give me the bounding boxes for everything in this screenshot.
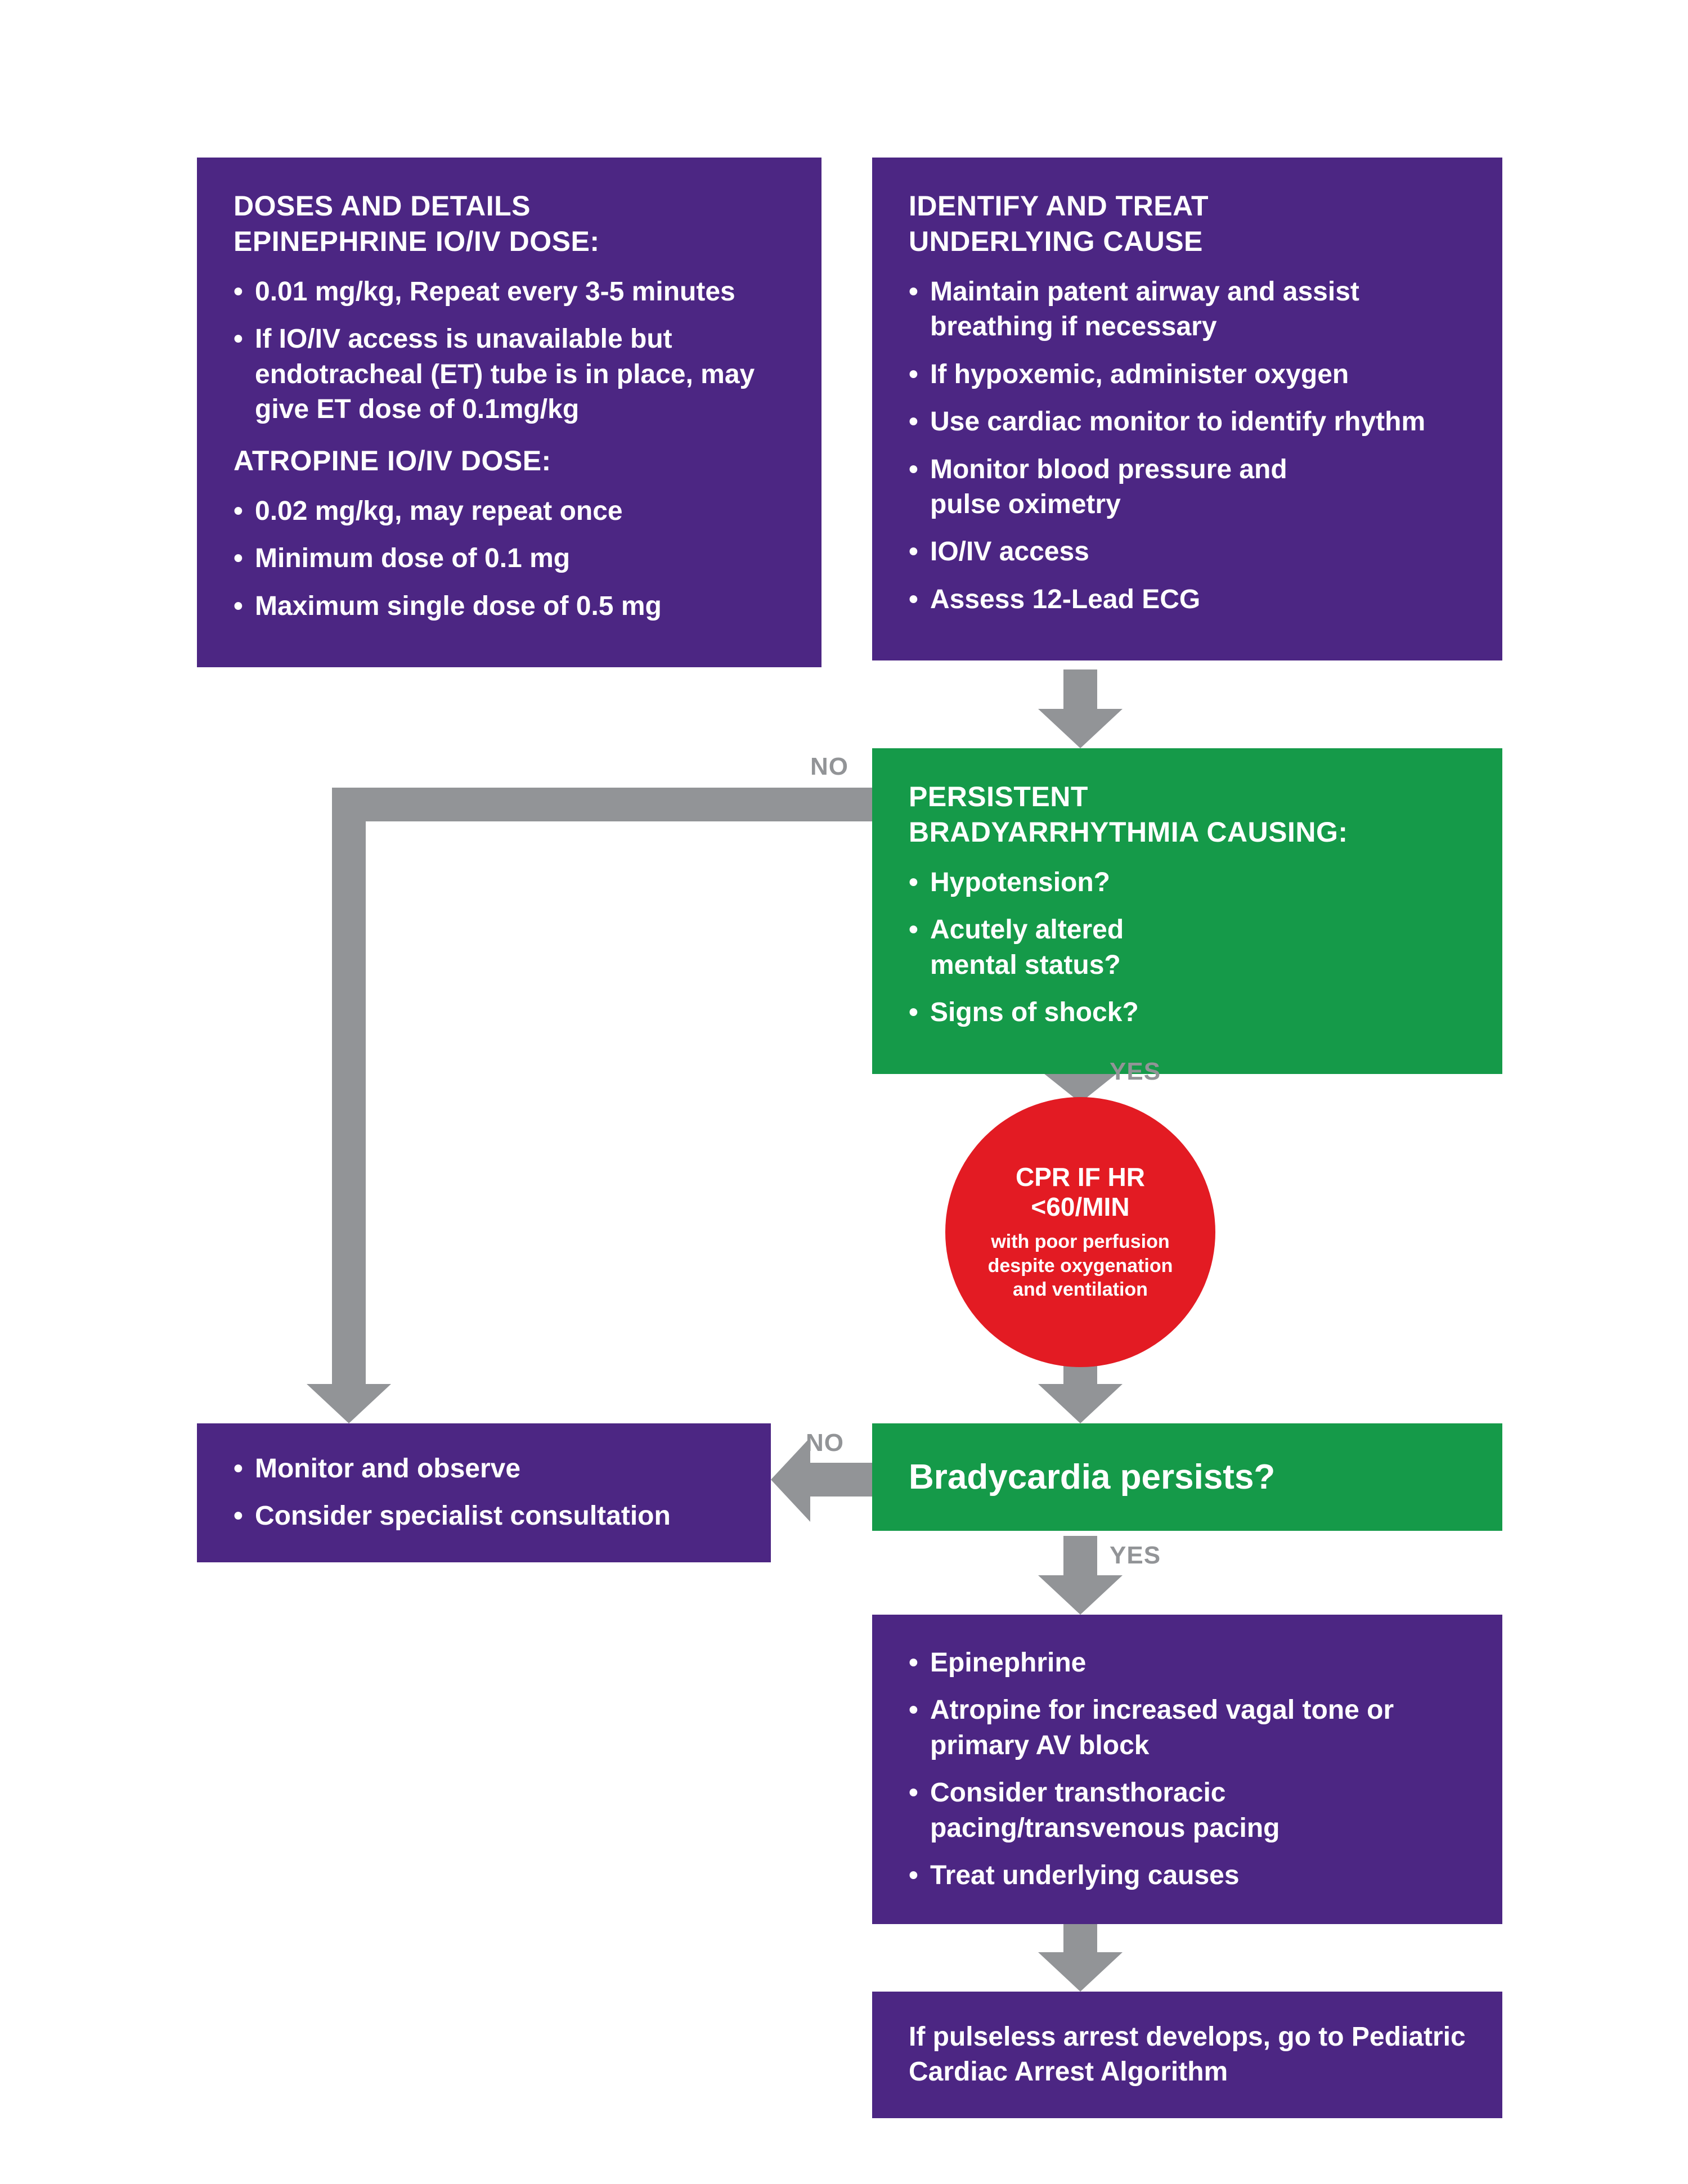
identify-item-0: Maintain patent airway and assist breath… [909, 275, 1466, 345]
monitor-observe-box: Monitor and observe Consider specialist … [197, 1423, 771, 1562]
arrow-circle-to-persists [1038, 1361, 1123, 1423]
label-no-2: NO [806, 1429, 844, 1457]
atropine-item-0: 0.02 mg/kg, may repeat once [234, 494, 785, 529]
cpr-title-line1: CPR IF HR [1016, 1162, 1145, 1192]
identify-item-5: Assess 12-Lead ECG [909, 582, 1466, 617]
identify-item-3: Monitor blood pressure and pulse oximetr… [909, 452, 1336, 523]
bradycardia-persists-box: Bradycardia persists? [872, 1423, 1502, 1531]
persistent-header-line2: BRADYARRHYTHMIA CAUSING: [909, 816, 1348, 848]
epi-item-1: If IO/IV access is unavailable but endot… [234, 322, 785, 427]
treatment-item-3: Treat underlying causes [909, 1858, 1466, 1893]
treatment-item-0: Epinephrine [909, 1646, 1466, 1680]
label-yes-1: YES [1110, 1058, 1161, 1086]
persistent-box: PERSISTENT BRADYARRHYTHMIA CAUSING: Hypo… [872, 748, 1502, 1074]
treatment-box: Epinephrine Atropine for increased vagal… [872, 1615, 1502, 1924]
cpr-subtitle: with poor perfusion despite oxygenation … [973, 1230, 1187, 1302]
atropine-item-2: Maximum single dose of 0.5 mg [234, 589, 785, 624]
final-box: If pulseless arrest develops, go to Pedi… [872, 1992, 1502, 2118]
cpr-title-line2: <60/MIN [1031, 1192, 1129, 1221]
persistent-header: PERSISTENT BRADYARRHYTHMIA CAUSING: [909, 779, 1466, 850]
label-no-top: NO [810, 753, 849, 781]
doses-header-line1: DOSES AND DETAILS [234, 190, 531, 222]
treatment-item-2: Consider transthoracic pacing/transvenou… [909, 1776, 1370, 1846]
final-text: If pulseless arrest develops, go to Pedi… [909, 2020, 1466, 2090]
doses-header: DOSES AND DETAILS EPINEPHRINE IO/IV DOSE… [234, 188, 785, 259]
epi-item-0: 0.01 mg/kg, Repeat every 3-5 minutes [234, 275, 785, 309]
identify-item-4: IO/IV access [909, 534, 1466, 569]
identify-item-1: If hypoxemic, administer oxygen [909, 357, 1466, 392]
treatment-item-1: Atropine for increased vagal tone or pri… [909, 1693, 1466, 1763]
flowchart-canvas: DOSES AND DETAILS EPINEPHRINE IO/IV DOSE… [0, 0, 1688, 2184]
identify-header-line2: UNDERLYING CAUSE [909, 226, 1203, 257]
persistent-item-2: Signs of shock? [909, 995, 1466, 1030]
identify-item-2: Use cardiac monitor to identify rhythm [909, 405, 1466, 439]
cpr-title: CPR IF HR <60/MIN [1016, 1162, 1145, 1222]
label-yes-2: YES [1110, 1542, 1161, 1570]
persistent-item-0: Hypotension? [909, 865, 1466, 900]
identify-header-line1: IDENTIFY AND TREAT [909, 190, 1209, 222]
arrow-treatment-to-final [1038, 1913, 1123, 1992]
identify-header: IDENTIFY AND TREAT UNDERLYING CAUSE [909, 188, 1466, 259]
monitor-list: Monitor and observe Consider specialist … [234, 1451, 734, 1534]
identify-treat-box: IDENTIFY AND TREAT UNDERLYING CAUSE Main… [872, 158, 1502, 660]
atropine-item-1: Minimum dose of 0.1 mg [234, 541, 785, 576]
persistent-list: Hypotension? Acutely altered mental stat… [909, 865, 1466, 1031]
doses-header-line2: EPINEPHRINE IO/IV DOSE: [234, 226, 600, 257]
cpr-circle: CPR IF HR <60/MIN with poor perfusion de… [945, 1097, 1215, 1367]
persistent-header-line1: PERSISTENT [909, 781, 1088, 812]
identify-list: Maintain patent airway and assist breath… [909, 275, 1466, 617]
atropine-list: 0.02 mg/kg, may repeat once Minimum dose… [234, 494, 785, 624]
treatment-list: Epinephrine Atropine for increased vagal… [909, 1646, 1466, 1893]
persists-question: Bradycardia persists? [909, 1457, 1466, 1497]
monitor-item-0: Monitor and observe [234, 1451, 734, 1486]
atropine-header: ATROPINE IO/IV DOSE: [234, 443, 785, 479]
arrow-persistent-no-elbow [307, 788, 872, 1423]
epinephrine-list: 0.01 mg/kg, Repeat every 3-5 minutes If … [234, 275, 785, 428]
arrow-identify-to-persistent [1038, 669, 1123, 748]
persistent-item-1: Acutely altered mental status? [909, 913, 1201, 983]
monitor-item-1: Consider specialist consultation [234, 1499, 734, 1534]
doses-details-box: DOSES AND DETAILS EPINEPHRINE IO/IV DOSE… [197, 158, 821, 667]
